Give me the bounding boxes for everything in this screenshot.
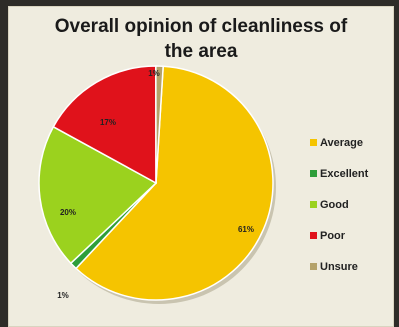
legend-swatch-average (310, 139, 317, 146)
pie-slice-average (74, 65, 274, 301)
slice-label-good: 20% (60, 208, 76, 217)
legend-label-unsure: Unsure (320, 260, 358, 273)
slice-label-excellent: 1% (57, 291, 69, 300)
pie-slice-poor (52, 65, 157, 185)
legend-label-poor: Poor (320, 229, 346, 242)
legend-label-average: Average (320, 136, 364, 149)
pie-slice-unsure (155, 65, 164, 184)
legend-swatch-good (310, 201, 317, 208)
chart-panel: Overall opinion of cleanliness of the ar… (8, 6, 394, 327)
legend-item-poor: Poor (310, 225, 394, 246)
legend-label-good: Good (320, 198, 349, 211)
pie-chart: 61% 1% 20% 17% 1% (38, 65, 276, 304)
legend-swatch-unsure (310, 263, 317, 270)
chart-title-line-2: the area (164, 41, 238, 62)
pie-slice-good (38, 125, 158, 265)
legend-item-excellent: Excellent (310, 163, 394, 184)
slice-label-average: 61% (238, 225, 254, 234)
legend-label-excellent: Excellent (320, 167, 369, 180)
legend-item-unsure: Unsure (310, 256, 394, 277)
legend-swatch-poor (310, 232, 317, 239)
slice-label-unsure: 1% (148, 69, 160, 78)
legend-item-good: Good (310, 194, 394, 215)
chart-legend: Average Excellent Good Poor Unsure (310, 132, 394, 287)
chart-title-line-1: Overall opinion of cleanliness of (54, 16, 348, 37)
slice-label-poor: 17% (100, 118, 116, 127)
legend-swatch-excellent (310, 170, 317, 177)
legend-item-average: Average (310, 132, 394, 153)
chart-title: Overall opinion of cleanliness of the ar… (8, 14, 394, 64)
